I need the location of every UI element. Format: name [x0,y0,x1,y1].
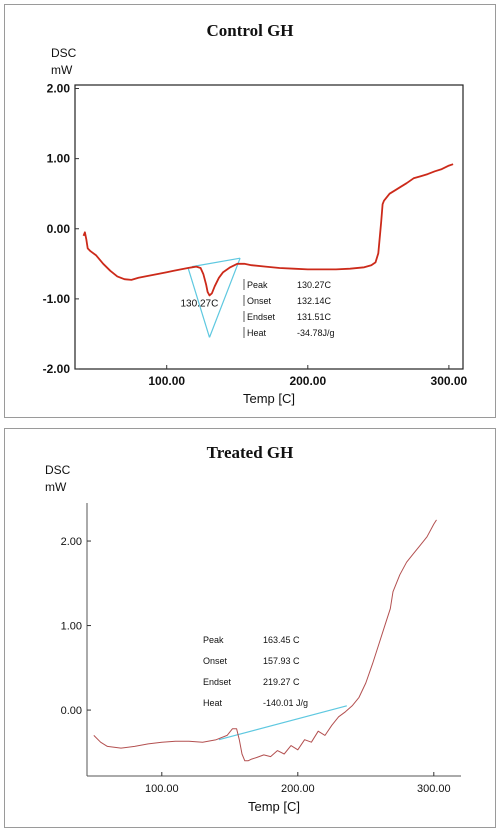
y-axis-unit-label: mW [45,480,67,494]
annotation-label: Onset [203,656,228,666]
annotation-value: 132.14C [297,296,332,306]
control-gh-panel: Control GH DSC mW 2.00 1.00 0.00 -1.00 -2.00 10… [4,4,496,418]
chart-title: Control GH [206,21,294,40]
y-tick-label: 0.00 [47,222,71,236]
x-axis-label: Temp [C] [248,799,300,814]
annotation-label: Onset [247,296,272,306]
tangent-line [208,257,241,338]
annotation-value: -140.01 J/g [263,698,308,708]
dsc-curve [93,519,437,762]
y-tick-label: 1.00 [47,152,71,166]
annotation-label: Heat [247,328,267,338]
annotation-value: 219.27 C [263,677,300,687]
y-axis-unit-label: mW [51,63,73,77]
x-tick-label: 300.00 [417,783,451,795]
tangent-line [191,257,241,268]
tangent-line [218,705,347,741]
y-axis-label: DSC [45,463,71,477]
annotation-value: 157.93 C [263,656,300,666]
annotation-value: 130.27C [297,280,332,290]
y-tick-label: 0.00 [61,705,82,717]
annotation-label: Heat [203,698,223,708]
y-tick-label: 2.00 [61,536,82,548]
annotation-value: -34.78J/g [297,328,335,338]
treated-gh-chart: DSC mW 2.00 1.00 0.00 100.00 200.00 300.00 Temp … [45,463,461,814]
x-tick-label: 200.00 [289,374,326,388]
annotation-label: Peak [247,280,268,290]
annotation-value: 131.51C [297,312,332,322]
treated-gh-panel: Treated GH DSC mW 2.00 1.00 0.00 100.00 200.00… [4,428,496,828]
y-tick-label: 2.00 [47,82,71,96]
dsc-curve [82,163,454,297]
annotation-value: 163.45 C [263,635,300,645]
annotation-label: Endset [203,677,232,687]
y-tick-label: 1.00 [61,621,82,633]
x-tick-label: 100.00 [148,374,185,388]
chart-title: Treated GH [206,443,294,462]
tangent-line [187,267,211,338]
plot-frame [74,84,464,370]
control-gh-chart: DSC mW 2.00 1.00 0.00 -1.00 -2.00 100.00 200.00 3… [43,46,468,406]
x-tick-label: 200.00 [281,783,315,795]
peak-label: 130.27C [181,298,219,309]
y-tick-label: -2.00 [43,362,71,376]
x-axis-label: Temp [C] [243,391,295,406]
x-tick-label: 300.00 [431,374,468,388]
y-axis-label: DSC [51,46,77,60]
annotation-label: Peak [203,635,224,645]
x-tick-label: 100.00 [145,783,179,795]
y-tick-label: -1.00 [43,292,71,306]
annotation-label: Endset [247,312,276,322]
